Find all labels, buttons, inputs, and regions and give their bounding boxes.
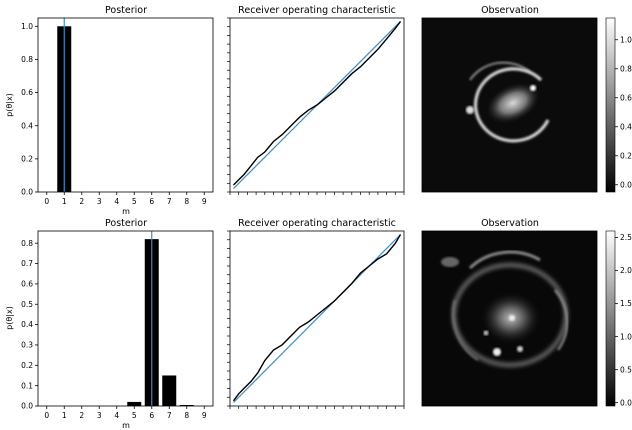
x-tick-label-7: 7 bbox=[167, 197, 172, 206]
y-tick-label-0.2: 0.2 bbox=[21, 361, 33, 370]
roc-top-ticks bbox=[227, 17, 405, 195]
colorbar-bottom bbox=[605, 230, 616, 407]
x-tick-label-0: 0 bbox=[44, 197, 49, 206]
posterior-top-xlabel: m bbox=[122, 207, 130, 216]
bar-m7 bbox=[162, 375, 177, 406]
posterior-bottom-bars bbox=[127, 239, 194, 406]
observation-bottom-image bbox=[422, 231, 597, 406]
roc-bottom-ticks bbox=[227, 230, 405, 409]
observation-bottom-panel: Observation 0.0 0.5 1.0 1.5 2.0 2.5 bbox=[421, 218, 632, 407]
bar-m5 bbox=[127, 401, 142, 406]
y-tick-label-0.4: 0.4 bbox=[21, 320, 33, 329]
y-tick-label-0.3: 0.3 bbox=[21, 341, 33, 350]
x-tick-label-7: 7 bbox=[167, 411, 172, 420]
posterior-top-axes-frame bbox=[37, 17, 214, 193]
colorbar-tick-label-0.6: 0.6 bbox=[620, 93, 632, 102]
observation-top-panel: Observation 0.0 0.2 0.4 0.6 0.8 1.0 bbox=[421, 5, 632, 193]
y-tick-label-0.6: 0.6 bbox=[21, 280, 33, 289]
posterior-top-x-ticks: 0 1 2 3 4 5 6 7 8 9 bbox=[44, 192, 207, 206]
x-tick-label-0: 0 bbox=[44, 411, 49, 420]
x-tick-label-9: 9 bbox=[202, 197, 207, 206]
colorbar-tick-label-1.0: 1.0 bbox=[620, 35, 632, 44]
y-tick-label-0.6: 0.6 bbox=[21, 88, 33, 97]
x-tick-label-1: 1 bbox=[62, 411, 67, 420]
posterior-top-y-ticks: 0.0 0.2 0.4 0.6 0.8 1.0 bbox=[21, 22, 38, 197]
x-tick-label-5: 5 bbox=[132, 197, 137, 206]
colorbar-tick-label-1.5: 1.5 bbox=[620, 299, 632, 308]
y-tick-label-0.4: 0.4 bbox=[21, 121, 33, 130]
colorbar-tick-label-2.5: 2.5 bbox=[620, 233, 632, 242]
x-tick-label-2: 2 bbox=[79, 411, 84, 420]
posterior-bottom-ylabel: p(θ|x) bbox=[5, 306, 14, 330]
y-tick-label-0.1: 0.1 bbox=[21, 381, 33, 390]
bar-m8 bbox=[179, 404, 194, 406]
posterior-bottom-axes-frame bbox=[37, 230, 214, 407]
colorbar-top bbox=[605, 17, 616, 193]
x-tick-label-9: 9 bbox=[202, 411, 207, 420]
colorbar-tick-label-1.0: 1.0 bbox=[620, 332, 632, 341]
observation-top-frame bbox=[421, 17, 598, 193]
observation-bottom-title: Observation bbox=[481, 218, 539, 229]
x-tick-label-5: 5 bbox=[132, 411, 137, 420]
colorbar-tick-label-0.0: 0.0 bbox=[620, 398, 632, 407]
roc-bottom-panel: Receiver operating characteristic bbox=[227, 218, 405, 409]
observation-top-image bbox=[422, 18, 597, 192]
x-tick-label-3: 3 bbox=[97, 197, 102, 206]
y-tick-label-0.2: 0.2 bbox=[21, 154, 33, 163]
colorbar-tick-label-0.5: 0.5 bbox=[620, 365, 632, 374]
roc-bottom-diagonal bbox=[233, 234, 401, 403]
roc-top-curve bbox=[233, 21, 402, 186]
y-tick-label-0.0: 0.0 bbox=[21, 402, 33, 411]
x-tick-label-4: 4 bbox=[114, 197, 119, 206]
observation-top-title: Observation bbox=[481, 5, 539, 16]
x-tick-label-8: 8 bbox=[184, 197, 189, 206]
posterior-top-title: Posterior bbox=[105, 5, 147, 16]
x-tick-label-6: 6 bbox=[149, 411, 154, 420]
posterior-bottom-xlabel: m bbox=[122, 421, 130, 430]
colorbar-tick-label-0.4: 0.4 bbox=[620, 122, 632, 131]
posterior-bottom-x-ticks: 0 1 2 3 4 5 6 7 8 9 bbox=[44, 406, 207, 420]
x-tick-label-8: 8 bbox=[184, 411, 189, 420]
colorbar-tick-label-0.8: 0.8 bbox=[620, 64, 632, 73]
observation-bottom-frame bbox=[421, 230, 598, 407]
roc-bottom-title: Receiver operating characteristic bbox=[238, 218, 396, 229]
y-tick-label-0.5: 0.5 bbox=[21, 300, 33, 309]
y-tick-label-0.0: 0.0 bbox=[21, 188, 33, 197]
colorbar-tick-label-2.0: 2.0 bbox=[620, 266, 632, 275]
colorbar-tick-label-0.2: 0.2 bbox=[620, 151, 632, 160]
x-tick-label-2: 2 bbox=[79, 197, 84, 206]
roc-top-panel: Receiver operating characteristic bbox=[227, 5, 405, 195]
x-tick-label-1: 1 bbox=[62, 197, 67, 206]
y-tick-label-0.8: 0.8 bbox=[21, 239, 33, 248]
posterior-bottom-y-ticks: 0.0 0.1 0.2 0.3 0.4 0.5 0.6 0.7 0.8 bbox=[21, 239, 38, 411]
x-tick-label-4: 4 bbox=[114, 411, 119, 420]
roc-top-title: Receiver operating characteristic bbox=[238, 5, 396, 16]
colorbar-top-ticks: 0.0 0.2 0.4 0.6 0.8 1.0 bbox=[615, 35, 632, 189]
posterior-bottom-title: Posterior bbox=[105, 218, 147, 229]
colorbar-bottom-ticks: 0.0 0.5 1.0 1.5 2.0 2.5 bbox=[615, 233, 632, 407]
y-tick-label-0.8: 0.8 bbox=[21, 55, 33, 64]
y-tick-label-0.7: 0.7 bbox=[21, 259, 33, 268]
y-tick-label-1.0: 1.0 bbox=[21, 22, 33, 31]
x-tick-label-3: 3 bbox=[97, 411, 102, 420]
posterior-top-ylabel: p(θ|x) bbox=[5, 93, 14, 117]
x-tick-label-6: 6 bbox=[149, 197, 154, 206]
colorbar-tick-label-0.0: 0.0 bbox=[620, 180, 632, 189]
roc-bottom-curve bbox=[232, 234, 402, 402]
